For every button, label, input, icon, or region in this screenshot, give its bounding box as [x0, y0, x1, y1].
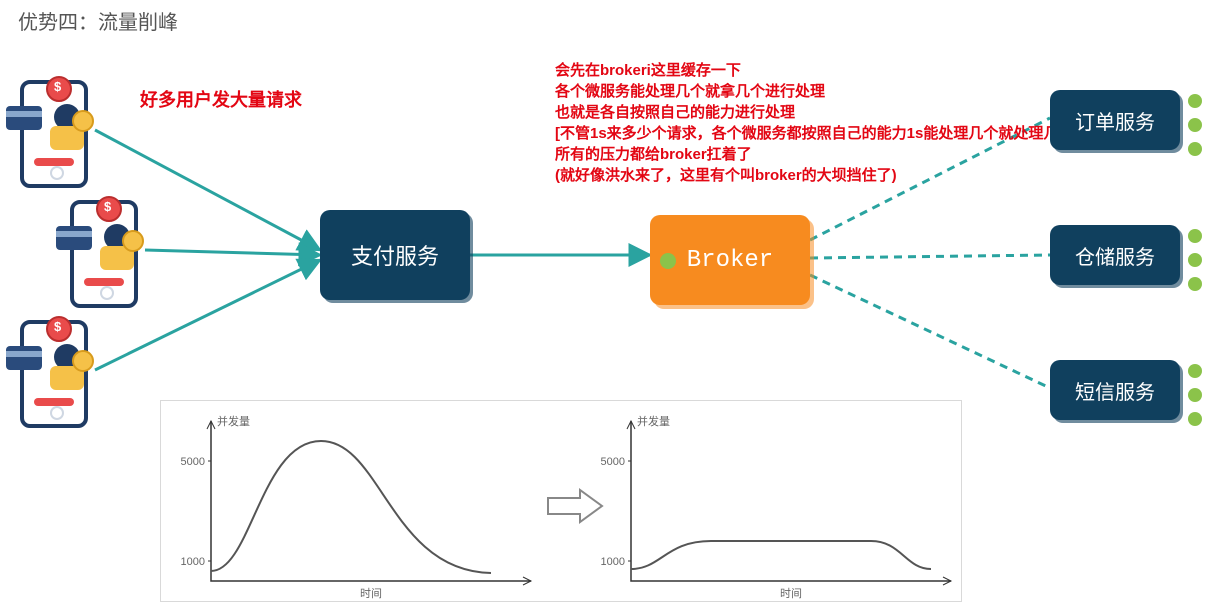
warehouse-node: 仓储服务	[1050, 225, 1180, 285]
chart-right: 1000 5000 并发量时间	[591, 401, 971, 601]
user-phone-icon	[20, 320, 88, 428]
status-dots	[1188, 229, 1202, 291]
svg-text:并发量: 并发量	[637, 414, 670, 428]
svg-text:5000: 5000	[181, 456, 205, 468]
svg-text:1000: 1000	[181, 556, 205, 568]
svg-text:时间: 时间	[780, 587, 802, 600]
connector	[145, 250, 320, 255]
connector	[810, 275, 1050, 388]
user-phone-icon	[70, 200, 138, 308]
order-node: 订单服务	[1050, 90, 1180, 150]
status-dots	[1188, 94, 1202, 156]
connector	[810, 255, 1050, 258]
svg-text:5000: 5000	[601, 456, 625, 468]
chart-left: 1000 5000 并发量时间	[171, 401, 551, 601]
annotation-users: 好多用户发大量请求	[140, 88, 302, 113]
sms-node: 短信服务	[1050, 360, 1180, 420]
pay-node: 支付服务	[320, 210, 470, 300]
broker-node: Broker	[650, 215, 810, 305]
page-title: 优势四：流量削峰	[18, 6, 178, 35]
user-phone-icon	[20, 80, 88, 188]
svg-text:时间: 时间	[360, 587, 382, 600]
annotation-broker: 会先在brokeri这里缓存一下各个微服务能处理几个就拿几个进行处理也就是各自按…	[555, 60, 1078, 186]
chart-panel: 1000 5000 并发量时间 1000 5000 并发量时间	[160, 400, 962, 602]
svg-text:1000: 1000	[601, 556, 625, 568]
svg-text:并发量: 并发量	[217, 414, 250, 428]
status-dots	[1188, 364, 1202, 426]
transform-arrow-icon	[546, 486, 606, 526]
